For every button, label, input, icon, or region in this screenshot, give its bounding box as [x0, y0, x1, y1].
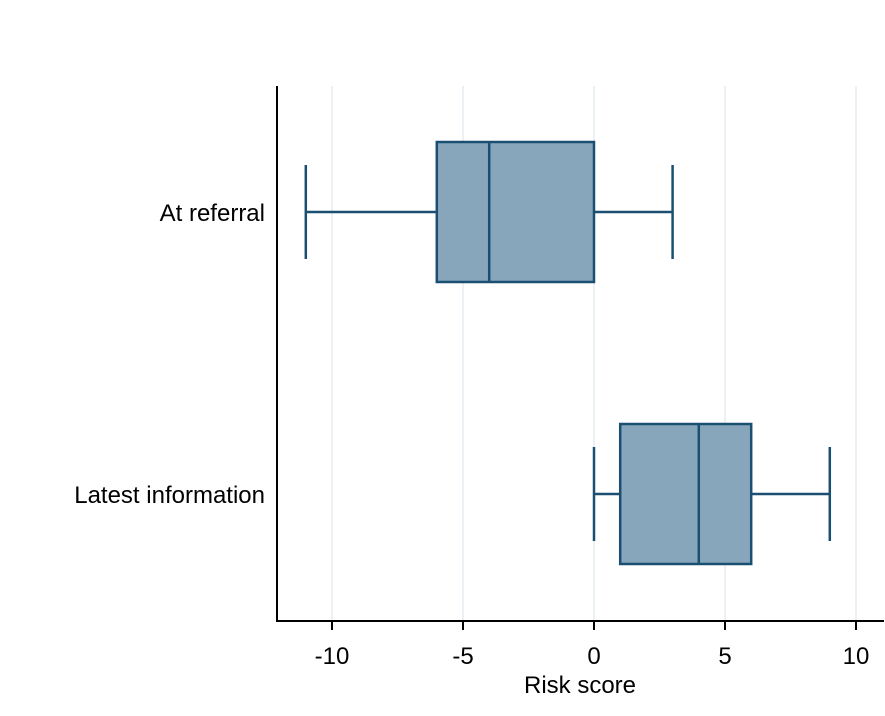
x-tick-label: 10: [843, 643, 870, 670]
x-tick-label: 5: [718, 643, 731, 670]
category-label: Latest information: [74, 482, 265, 509]
iqr-box: [435, 140, 596, 284]
x-tick-label: 0: [587, 643, 600, 670]
category-labels: At referral Latest information: [74, 200, 265, 509]
x-axis-title: Risk score: [524, 672, 636, 699]
x-axis-ticks: -10 -5 0 5 10: [315, 621, 870, 670]
box-1: [304, 140, 674, 284]
x-tick-label: -10: [315, 643, 350, 670]
category-label: At referral: [160, 200, 265, 227]
x-tick-label: -5: [452, 643, 473, 670]
iqr-box: [618, 422, 753, 566]
box-2: [592, 422, 832, 566]
boxes: [304, 140, 832, 566]
axes: [276, 86, 884, 622]
